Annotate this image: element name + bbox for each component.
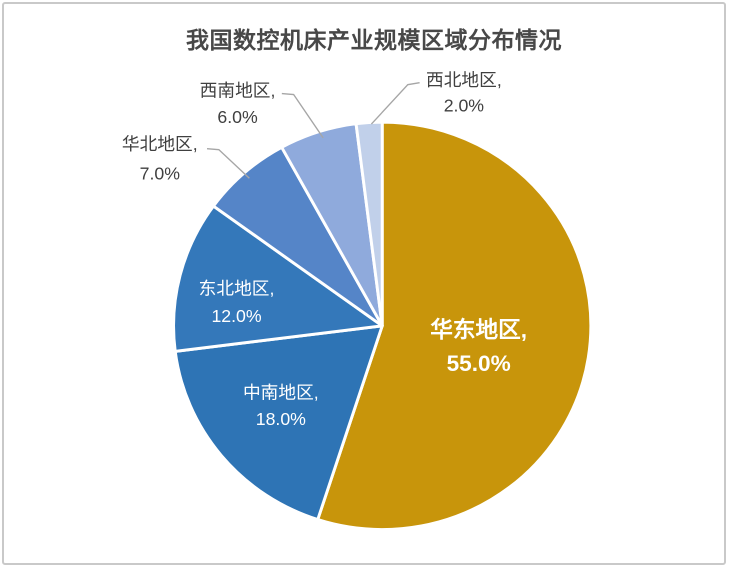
- chart-title: 我国数控机床产业规模区域分布情况: [186, 27, 562, 53]
- pie-slice-east-china: [316, 120, 593, 531]
- pie-label-northwest: 西北地区, 2.0%: [426, 70, 502, 116]
- pie-label-central-south: 中南地区, 18.0%: [243, 382, 319, 429]
- pie-chart: 华东地区, 55.0%中南地区, 18.0%东北地区, 12.0%华北地区, 7.0%西…: [122, 70, 593, 531]
- pie-slices: [172, 120, 593, 531]
- leader-line-north-china: [206, 147, 250, 179]
- pie-slice-northwest: [354, 120, 384, 328]
- pie-label-north-china: 华北地区, 7.0%: [122, 134, 198, 184]
- pie-slice-central-south: [173, 324, 384, 522]
- leader-line-northwest: [370, 82, 420, 125]
- leader-line-southwest: [281, 92, 324, 139]
- pie-label-southwest: 西南地区, 6.0%: [200, 80, 276, 127]
- pie-label-northeast: 东北地区, 12.0%: [199, 279, 275, 327]
- pie-slice-northeast: [172, 204, 384, 353]
- pie-label-east-china: 华东地区, 55.0%: [430, 317, 527, 376]
